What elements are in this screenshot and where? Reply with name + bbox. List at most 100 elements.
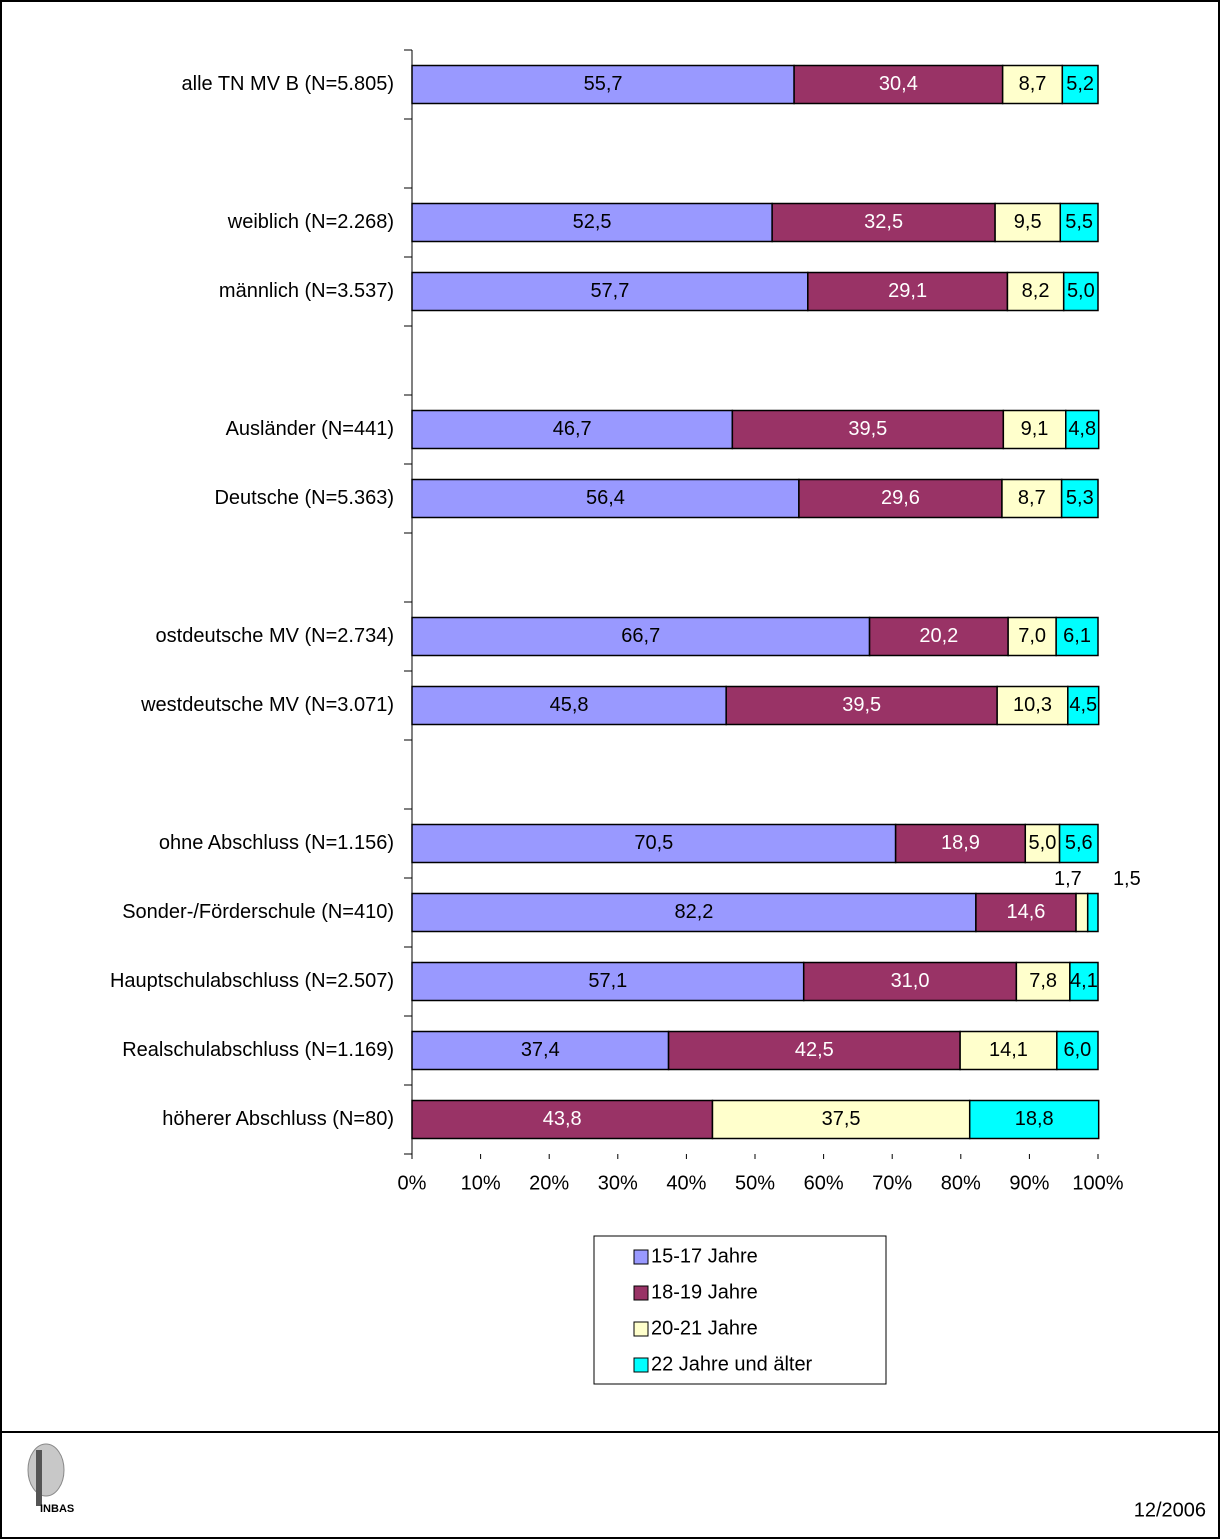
bar-segment	[1061, 64, 1099, 105]
legend-swatch	[633, 1285, 649, 1301]
bar-segment	[996, 685, 1069, 726]
legend-label: 22 Jahre und älter	[651, 1353, 813, 1375]
value-label: 9,5	[1014, 211, 1042, 233]
value-label: 18,8	[1015, 1108, 1054, 1130]
value-label: 14,6	[1007, 901, 1046, 923]
bar-segment	[1067, 685, 1100, 726]
category-label: Sonder-/Förderschule (N=410)	[122, 901, 394, 923]
value-label: 5,2	[1066, 73, 1094, 95]
bar-segment	[1056, 1030, 1099, 1071]
value-label: 5,5	[1065, 211, 1093, 233]
bar-segment	[959, 1030, 1058, 1071]
value-label: 4,5	[1069, 694, 1097, 716]
x-tick-label: 10%	[461, 1172, 501, 1194]
value-label: 52,5	[573, 211, 612, 233]
value-label: 5,6	[1065, 832, 1093, 854]
value-label: 29,1	[888, 280, 927, 302]
footer-date: 12/2006	[1134, 1499, 1206, 1521]
bar-segment	[411, 1030, 670, 1071]
bar-segment	[411, 409, 734, 450]
category-label: weiblich (N=2.268)	[227, 211, 394, 233]
logo: INBAS	[27, 1443, 74, 1515]
bar-segment	[798, 478, 1003, 519]
legend-label: 15-17 Jahre	[651, 1245, 758, 1267]
value-label: 32,5	[864, 211, 903, 233]
bar-segment	[725, 685, 998, 726]
value-label: 6,1	[1063, 625, 1091, 647]
value-label: 4,8	[1068, 418, 1096, 440]
value-label: 70,5	[634, 832, 673, 854]
value-label: 14,1	[989, 1039, 1028, 1061]
value-label: 37,5	[822, 1108, 861, 1130]
logo-text: INBAS	[40, 1503, 74, 1515]
bar-segment	[894, 823, 1027, 864]
bar-segment	[968, 1099, 1100, 1140]
value-label: 42,5	[795, 1039, 834, 1061]
value-label: 82,2	[674, 901, 713, 923]
value-label: 8,7	[1019, 73, 1047, 95]
bar-segment	[1002, 409, 1067, 450]
bar-segment	[1006, 271, 1065, 312]
category-label: ostdeutsche MV (N=2.734)	[156, 625, 394, 647]
value-label: 1,5	[1113, 868, 1141, 890]
value-label: 66,7	[621, 625, 660, 647]
value-label: 55,7	[584, 73, 623, 95]
category-label: männlich (N=3.537)	[219, 280, 394, 302]
value-label: 30,4	[879, 73, 918, 95]
x-tick-label: 50%	[735, 1172, 775, 1194]
category-label: Ausländer (N=441)	[226, 418, 394, 440]
value-label: 20,2	[919, 625, 958, 647]
value-label: 1,7	[1054, 868, 1082, 890]
bar-segment	[1001, 64, 1064, 105]
value-label: 5,0	[1067, 280, 1095, 302]
value-label: 7,8	[1029, 970, 1057, 992]
legend-swatch	[633, 1249, 649, 1265]
legend-swatch	[633, 1357, 649, 1373]
bar-segment	[711, 1099, 971, 1140]
bar-segment	[994, 202, 1062, 243]
x-tick-label: 100%	[1072, 1172, 1123, 1194]
bar-segment	[1058, 823, 1099, 864]
bar-segment	[868, 616, 1009, 657]
bar-segment	[771, 202, 996, 243]
value-label: 9,1	[1021, 418, 1049, 440]
x-tick-label: 30%	[598, 1172, 638, 1194]
bar-segment	[1086, 892, 1099, 933]
category-label: Deutsche (N=5.363)	[214, 487, 394, 509]
legend-swatch	[633, 1321, 649, 1337]
value-label: 45,8	[550, 694, 589, 716]
value-label: 37,4	[521, 1039, 560, 1061]
legend-label: 18-19 Jahre	[651, 1281, 758, 1303]
bar-segment	[1059, 202, 1099, 243]
value-label: 39,5	[842, 694, 881, 716]
value-label: 18,9	[941, 832, 980, 854]
x-tick-label: 90%	[1009, 1172, 1049, 1194]
bar-segment	[667, 1030, 961, 1071]
category-label: Realschulabschluss (N=1.169)	[122, 1039, 394, 1061]
bar-segment	[807, 271, 1009, 312]
bar-segment	[411, 685, 727, 726]
value-label: 4,1	[1070, 970, 1098, 992]
legend-label: 20-21 Jahre	[651, 1317, 758, 1339]
value-label: 29,6	[881, 487, 920, 509]
value-label: 10,3	[1013, 694, 1052, 716]
bar-segment	[1075, 892, 1089, 933]
bar-segment	[411, 64, 795, 105]
bar-segment	[411, 1099, 714, 1140]
bar-segment	[1065, 409, 1100, 450]
value-label: 57,1	[588, 970, 627, 992]
value-label: 8,2	[1022, 280, 1050, 302]
value-label: 46,7	[553, 418, 592, 440]
category-label: höherer Abschluss (N=80)	[162, 1108, 394, 1130]
x-tick-label: 20%	[529, 1172, 569, 1194]
bar-segment	[1060, 478, 1099, 519]
x-tick-label: 40%	[666, 1172, 706, 1194]
bar-segment	[793, 64, 1004, 105]
value-label: 56,4	[586, 487, 625, 509]
value-label: 6,0	[1064, 1039, 1092, 1061]
bar-segment	[411, 271, 809, 312]
x-tick-label: 60%	[804, 1172, 844, 1194]
value-label: 57,7	[590, 280, 629, 302]
value-label: 5,3	[1066, 487, 1094, 509]
